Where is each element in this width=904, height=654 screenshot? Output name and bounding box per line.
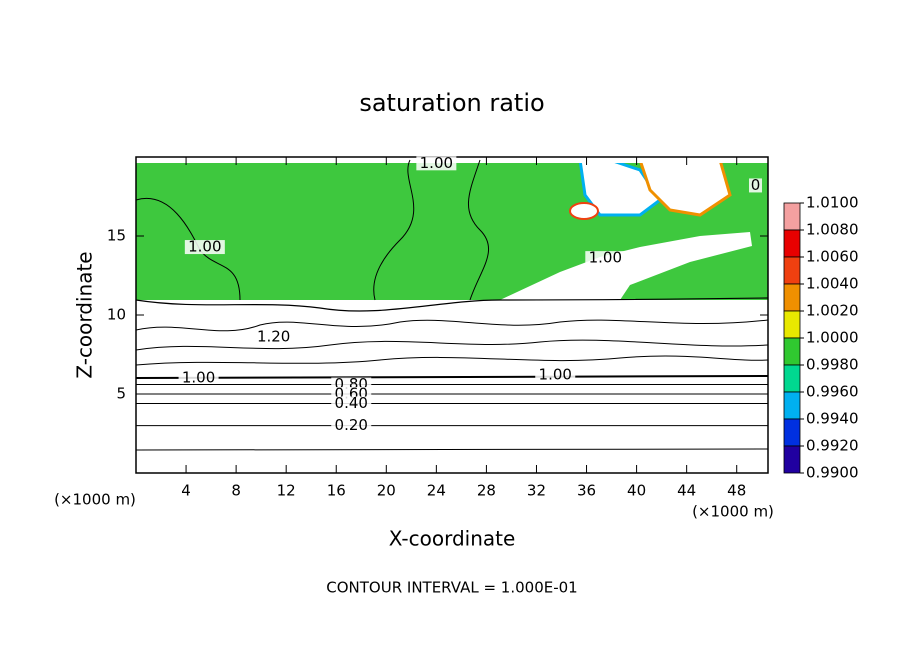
contour-label: 1.00 xyxy=(182,369,215,387)
y-tick-label: 5 xyxy=(116,385,126,403)
x-unit-label: (×1000 m) xyxy=(692,503,774,521)
field-region xyxy=(136,300,768,473)
field-region xyxy=(500,232,752,300)
x-tick-label: 4 xyxy=(181,482,191,500)
contour-label: 0 xyxy=(751,176,761,194)
contour-label-bg xyxy=(416,156,457,171)
field-contour xyxy=(135,297,769,312)
field-contour xyxy=(135,355,769,366)
contour-label: 1.20 xyxy=(257,328,290,346)
colorbar-label: 0.9920 xyxy=(806,437,859,455)
colorbar-box xyxy=(783,202,801,231)
colorbar-box xyxy=(783,256,801,285)
colorbar-label: 1.0020 xyxy=(806,302,859,320)
colorbar-box xyxy=(783,337,801,366)
y-tick-label: 15 xyxy=(107,227,126,245)
colorbar-label: 1.0100 xyxy=(806,194,859,212)
colorbar-label: 0.9960 xyxy=(806,383,859,401)
colorbar-box xyxy=(783,310,801,339)
contour-label-bg xyxy=(585,251,626,266)
footer: CONTOUR INTERVAL = 1.000E-01 xyxy=(326,579,577,597)
contour-label-bg xyxy=(748,178,762,193)
x-tick-label: 44 xyxy=(677,482,696,500)
chart-title: saturation ratio xyxy=(359,89,544,117)
x-tick-label: 32 xyxy=(527,482,546,500)
contour-label: 0.20 xyxy=(335,416,368,434)
x-tick-label: 16 xyxy=(327,482,346,500)
x-tick-label: 40 xyxy=(627,482,646,500)
colorbar-label: 1.0000 xyxy=(806,329,859,347)
colorbar-box xyxy=(783,229,801,258)
contour-label-bg xyxy=(184,240,225,255)
field-contour xyxy=(135,375,769,379)
field-contour xyxy=(135,319,769,332)
x-tick-label: 36 xyxy=(577,482,596,500)
y-tick-label: 10 xyxy=(107,306,126,324)
contour-label-bg xyxy=(331,396,372,411)
colorbar-label: 0.9980 xyxy=(806,356,859,374)
field-contour xyxy=(373,159,415,301)
colorbar-label: 0.9900 xyxy=(806,464,859,482)
x-tick-label: 48 xyxy=(727,482,746,500)
x-tick-label: 12 xyxy=(277,482,296,500)
contour-label-bg xyxy=(253,330,294,345)
colorbar-box xyxy=(783,364,801,393)
colorbar-label: 1.0060 xyxy=(806,248,859,266)
colorbar-label: 1.0040 xyxy=(806,275,859,293)
colorbar-box xyxy=(783,391,801,420)
y-axis-label: Z-coordinate xyxy=(73,251,97,378)
field-contour xyxy=(135,448,769,451)
field-region xyxy=(569,202,599,220)
contour-label: 1.00 xyxy=(539,366,572,384)
contour-label-bg xyxy=(535,368,576,383)
x-tick-label: 24 xyxy=(427,482,446,500)
contour-label: 1.00 xyxy=(589,249,622,267)
contour-label: 1.00 xyxy=(188,238,221,256)
colorbar-label: 1.0080 xyxy=(806,221,859,239)
x-tick-label: 8 xyxy=(231,482,241,500)
contour-label: 1.00 xyxy=(420,154,453,172)
colorbar-box xyxy=(783,418,801,447)
x-tick-label: 20 xyxy=(377,482,396,500)
colorbar-box xyxy=(783,445,801,474)
colorbar-label: 0.9940 xyxy=(806,410,859,428)
contour-label-bg xyxy=(178,371,219,386)
colorbar-box xyxy=(783,283,801,312)
x-tick-label: 28 xyxy=(477,482,496,500)
field-contour xyxy=(467,159,490,301)
field-contour xyxy=(135,339,769,351)
contour-label: 0.40 xyxy=(335,394,368,412)
y-unit-label: (×1000 m) xyxy=(54,491,136,509)
x-axis-label: X-coordinate xyxy=(389,527,516,551)
contour-label-bg xyxy=(331,418,372,433)
